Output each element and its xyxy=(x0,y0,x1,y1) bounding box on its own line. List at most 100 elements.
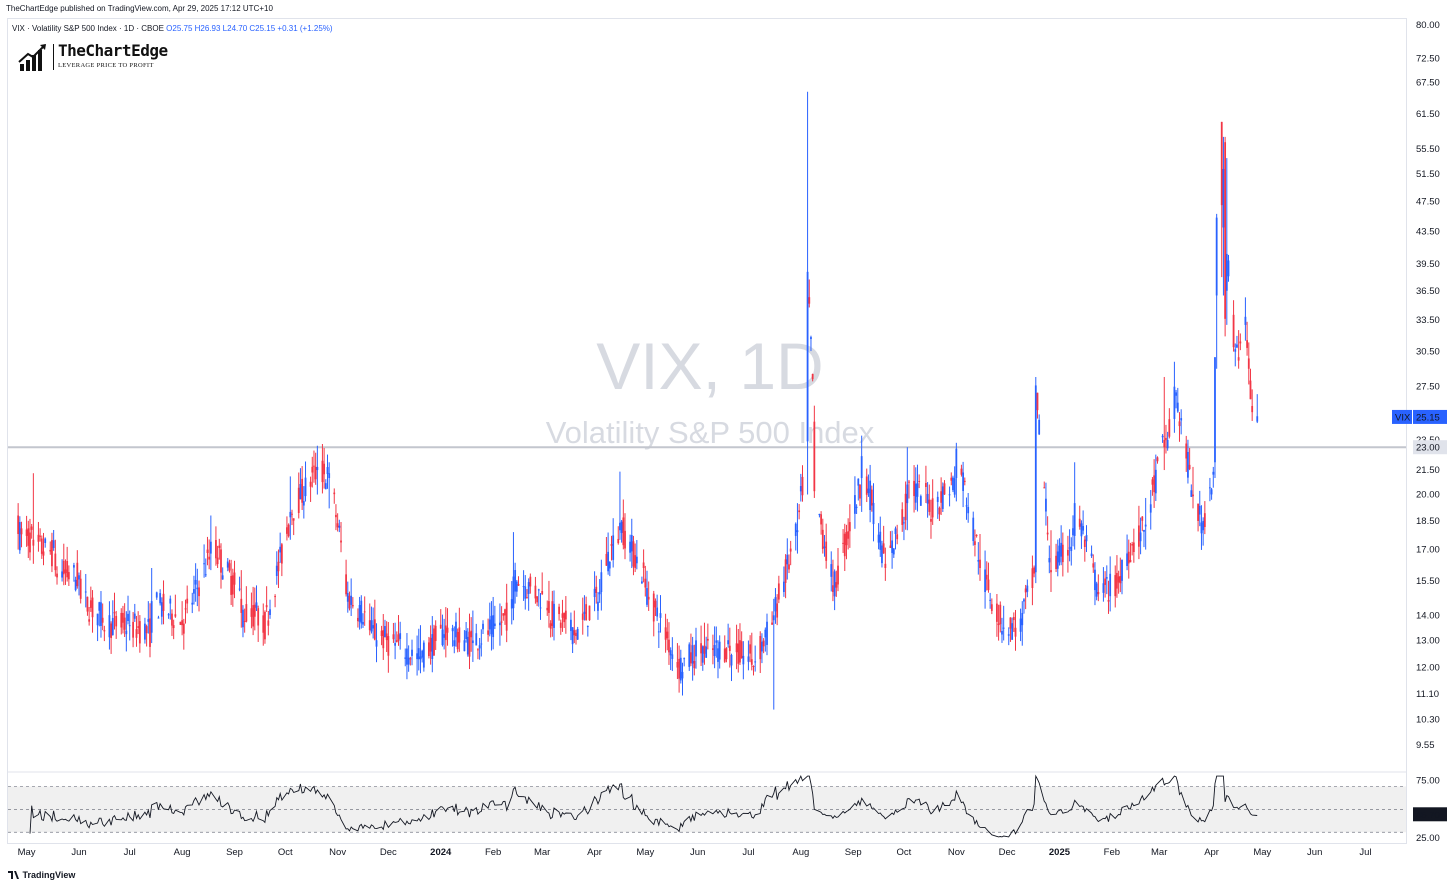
candle-body xyxy=(600,572,603,592)
candle-body xyxy=(999,604,1002,625)
candle-body xyxy=(955,448,958,479)
candle-body xyxy=(593,588,596,598)
candle-body xyxy=(766,621,768,645)
price-tick-label: 10.30 xyxy=(1416,714,1440,725)
candle-body xyxy=(1117,576,1120,583)
candle-body xyxy=(1061,544,1064,563)
candle-body xyxy=(1067,549,1069,556)
candle-body xyxy=(407,657,410,665)
candle-body xyxy=(421,650,424,658)
candle-body xyxy=(1187,451,1189,478)
candle-body xyxy=(49,549,52,552)
candle-body xyxy=(144,623,146,640)
candle-body xyxy=(940,491,943,503)
candle-body xyxy=(145,626,148,634)
candle-body xyxy=(632,541,635,567)
candle-body xyxy=(783,581,785,593)
candle-body xyxy=(1102,583,1105,593)
time-tick-label: Sep xyxy=(845,847,862,858)
candle-body xyxy=(1129,559,1132,563)
candle-body xyxy=(149,618,151,647)
candle-body xyxy=(750,659,753,665)
candle-body xyxy=(1185,443,1188,459)
candle-body xyxy=(250,608,253,617)
time-tick-label: 2025 xyxy=(1049,847,1071,858)
candle-body xyxy=(936,496,939,502)
candle-body xyxy=(346,593,349,602)
candle-body xyxy=(264,611,266,640)
candle-body xyxy=(160,602,163,617)
candle-body xyxy=(1239,341,1242,344)
candle-body xyxy=(326,467,329,475)
ohlc-low: L24.70 xyxy=(222,24,248,33)
candle-body xyxy=(196,587,199,590)
candle-body xyxy=(216,557,219,565)
candle-body xyxy=(204,574,207,576)
price-tick-label: 30.50 xyxy=(1416,347,1440,358)
footer-brand[interactable]: TradingView xyxy=(8,870,75,880)
price-tick-label: 14.00 xyxy=(1416,610,1440,621)
candle-body xyxy=(786,554,789,565)
candle-body xyxy=(157,617,160,619)
candle-body xyxy=(925,483,927,487)
candle-body xyxy=(333,492,336,495)
time-tick-label: Oct xyxy=(278,847,293,858)
candle-body xyxy=(962,472,965,491)
candle-body xyxy=(524,586,527,599)
candle-body xyxy=(889,545,892,548)
candle-body xyxy=(238,588,241,590)
candle-body xyxy=(203,563,205,565)
symbol-header[interactable]: VIX · Volatility S&P 500 Index · 1D · CB… xyxy=(12,24,333,33)
candle-body xyxy=(385,633,388,641)
candle-body xyxy=(607,551,610,572)
candle-body xyxy=(274,596,276,598)
candle-body xyxy=(128,625,131,627)
candle-body xyxy=(499,622,501,626)
candle-body xyxy=(368,620,371,631)
candle-body xyxy=(522,586,525,588)
candle-body xyxy=(428,642,430,657)
time-tick-label: Mar xyxy=(534,847,550,858)
candle-body xyxy=(1073,503,1076,536)
candle-body xyxy=(847,531,850,539)
candle-body xyxy=(56,573,58,578)
candle-body xyxy=(845,532,848,546)
candle-body xyxy=(652,593,655,622)
time-tick-label: May xyxy=(18,847,36,858)
candle-body xyxy=(169,598,172,604)
candle-body xyxy=(446,627,449,633)
chart-frame xyxy=(7,18,1407,844)
candle-body xyxy=(387,636,390,656)
level-tag xyxy=(1413,440,1447,455)
candle-body xyxy=(739,640,741,663)
candle-body xyxy=(527,582,530,594)
candle-body xyxy=(595,586,598,593)
candle-body xyxy=(928,499,931,512)
candle-body xyxy=(218,545,221,548)
time-tick-label: Mar xyxy=(1151,847,1167,858)
candle-body xyxy=(918,480,921,482)
price-axis[interactable]: 80.00 72.50 67.50 61.50 55.50 51.50 47.50 43.50… xyxy=(1416,20,1440,751)
candle-body xyxy=(737,643,740,664)
candle-body xyxy=(451,628,454,632)
candles xyxy=(17,91,1259,710)
candle-body xyxy=(930,518,932,522)
candle-body xyxy=(395,640,398,643)
candle-body xyxy=(588,605,591,621)
candle-body xyxy=(801,476,804,496)
candle-body xyxy=(735,643,738,653)
candle-body xyxy=(1033,567,1036,574)
candle-body xyxy=(761,641,763,652)
candle-body xyxy=(291,513,293,515)
logo-tagline: LEVERAGE PRICE TO PROFIT xyxy=(58,62,154,69)
candle-body xyxy=(683,658,686,660)
candle-body xyxy=(373,619,376,640)
price-tick-label: 15.50 xyxy=(1416,576,1440,587)
candle-body xyxy=(98,602,101,611)
candle-body xyxy=(914,483,917,503)
candle-body xyxy=(475,633,478,646)
candle-body xyxy=(919,496,922,506)
time-axis[interactable]: May Jun Jul Aug Sep Oct Nov Dec 2024 Feb Mar Apr May… xyxy=(18,847,1372,858)
candle-body xyxy=(444,625,447,641)
